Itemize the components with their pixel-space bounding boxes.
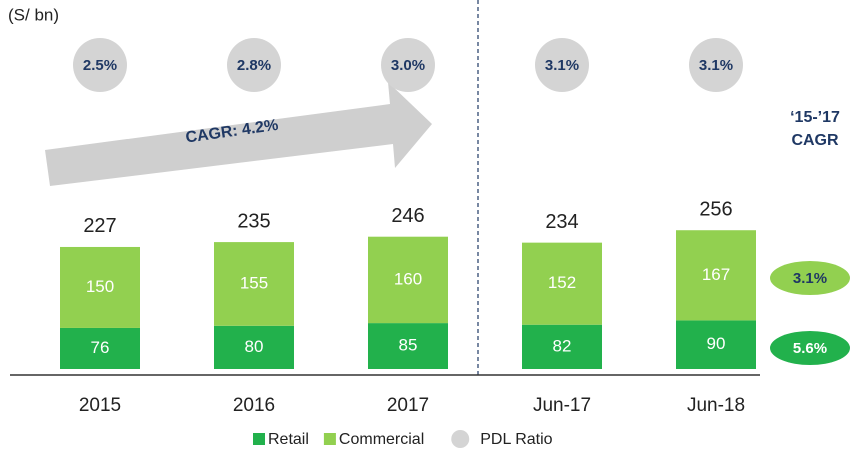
pdl-label: 3.0% [391, 57, 425, 74]
segment-label: 150 [86, 277, 114, 296]
legend-label: Commercial [339, 431, 424, 448]
x-tick-label: Jun-17 [533, 395, 591, 416]
cagr-pill [770, 261, 850, 295]
legend-label: Retail [268, 431, 309, 448]
cagr-title: CAGR [791, 132, 839, 149]
legend-label: PDL Ratio [480, 431, 552, 448]
x-tick-label: 2016 [233, 395, 275, 416]
cagr-arrow [45, 82, 432, 186]
pdl-label: 3.1% [699, 57, 733, 74]
legend-swatch [253, 433, 265, 445]
segment-label: 160 [394, 269, 422, 288]
segment-label: 80 [245, 337, 264, 356]
bar-segment [522, 324, 602, 369]
pdl-circle [381, 38, 435, 92]
unit-label: (S/ bn) [8, 5, 59, 24]
x-tick-label: 2017 [387, 395, 429, 416]
bar-segment [368, 236, 448, 324]
pdl-circle [689, 38, 743, 92]
bar-segment [214, 325, 294, 369]
x-tick-label: Jun-18 [687, 395, 745, 416]
segment-label: 155 [240, 273, 268, 292]
legend-swatch [451, 430, 470, 448]
total-label: 256 [699, 199, 732, 221]
x-tick-label: 2015 [79, 395, 121, 416]
total-label: 235 [237, 210, 270, 232]
pdl-label: 2.8% [237, 57, 271, 74]
bar-segment [214, 242, 294, 326]
bar-segment [60, 327, 140, 369]
bar-segment [60, 246, 140, 328]
pdl-circle [227, 38, 281, 92]
total-label: 246 [391, 205, 424, 227]
pdl-label: 3.1% [545, 57, 579, 74]
cagr-label: 5.6% [793, 340, 827, 357]
bar-segment [368, 323, 448, 369]
segment-label: 167 [702, 265, 730, 284]
pdl-circle [73, 38, 127, 92]
total-label: 234 [545, 211, 578, 233]
segment-label: 82 [553, 336, 572, 355]
segment-label: 85 [399, 336, 418, 355]
segment-label: 152 [548, 273, 576, 292]
segment-label: 76 [91, 338, 110, 357]
legend-swatch [323, 433, 336, 445]
pdl-label: 2.5% [83, 57, 117, 74]
segment-label: 90 [707, 334, 726, 353]
total-label: 227 [83, 215, 116, 237]
cagr-label: 3.1% [793, 270, 827, 287]
cagr-title: ‘15-’17 [790, 109, 840, 126]
pdl-circle [535, 38, 589, 92]
bar-segment [522, 242, 602, 325]
bar-segment [676, 230, 756, 321]
bar-segment [676, 320, 756, 369]
cagr-pill [770, 331, 850, 365]
